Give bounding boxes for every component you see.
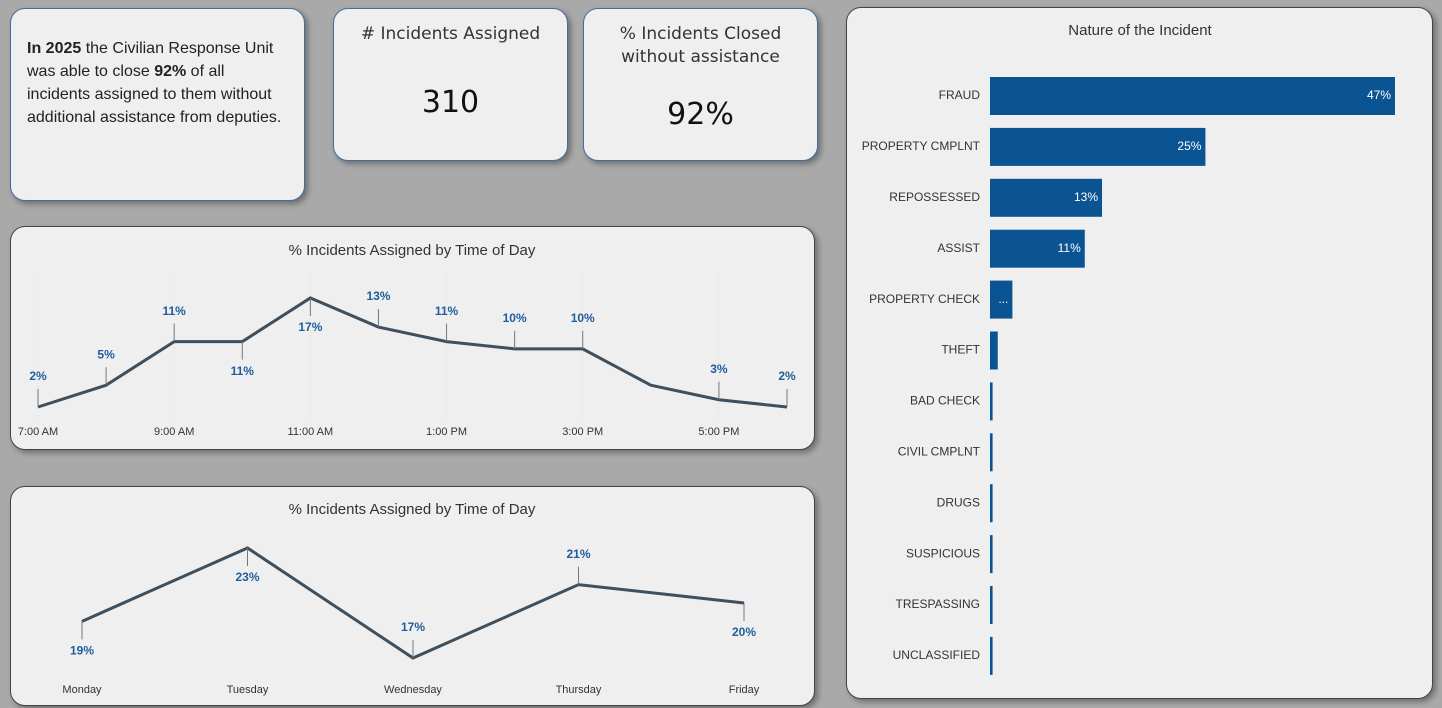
y-tick-label: FRAUD [939,88,981,102]
y-tick-label: SUSPICIOUS [906,546,980,560]
data-label: 20% [732,625,756,639]
kpi-value: 310 [421,85,480,120]
y-tick-label: DRUGS [937,495,980,509]
summary-text: of all incidents assigned to them withou… [27,63,282,126]
x-tick-label: 3:00 PM [562,426,603,438]
y-tick-label: BAD CHECK [910,394,980,408]
data-label: 2% [778,369,796,383]
bar [990,535,993,574]
y-tick-label: PROPERTY CMPLNT [862,139,981,153]
summary-text: the Civilian Response Unit was able to c… [27,40,274,80]
data-label: 47% [1367,88,1391,102]
summary-bold: 92% [154,63,187,80]
x-tick-label: Friday [729,684,760,696]
line [37,296,788,409]
data-label: 17% [401,620,425,634]
chart-title: Nature of the Incident [1068,22,1212,39]
bar [990,229,1085,268]
y-tick-label: CIVIL CMPLNT [898,444,981,458]
data-label: 10% [571,311,595,325]
bar [990,331,998,370]
x-tick-label: Thursday [556,684,602,696]
data-label: 17% [298,320,322,334]
x-tick-label: Monday [62,684,102,696]
data-label: 11% [1058,241,1081,255]
bar [990,77,1395,115]
kpi-value: 92% [667,97,734,132]
bar [990,636,993,675]
x-tick-label: 7:00 AM [18,426,58,438]
x-tick-label: 9:00 AM [154,426,194,438]
data-label: 11% [163,304,187,318]
data-label: 25% [1177,139,1201,153]
bar [990,484,993,523]
kpi-title: # Incidents Assigned [360,24,541,44]
y-tick-label: REPOSSESSED [889,190,980,204]
bar [990,178,1103,217]
x-tick-label: Wednesday [384,684,442,696]
bar [990,280,1013,319]
bar [990,127,1206,166]
data-label: 11% [435,304,459,318]
y-tick-label: THEFT [941,343,980,357]
summary-bold: In 2025 [27,40,82,57]
x-tick-label: Tuesday [227,684,269,696]
chart-card [10,226,815,450]
kpi-title: % Incidents Closed without assistance [619,24,782,67]
summary-card: In 2025 the Civilian Response Unit was a… [10,8,305,201]
x-tick-label: 1:00 PM [426,426,467,438]
data-label: 19% [70,644,94,658]
bar [990,586,993,624]
data-label: 5% [97,347,115,361]
x-tick-label: 5:00 PM [698,426,739,438]
x-tick-label: 11:00 AM [288,426,334,438]
chart-title: % Incidents Assigned by Time of Day [289,501,536,518]
data-label: 13% [1074,190,1098,204]
bar [990,382,993,421]
data-label: 2% [29,369,47,383]
data-label: 3% [710,362,728,376]
y-tick-label: TRESPASSING [896,597,980,611]
bar [990,433,993,472]
chart-card [846,7,1433,699]
y-tick-label: UNCLASSIFIED [893,648,981,662]
y-tick-label: PROPERTY CHECK [869,292,980,306]
data-label: ... [998,292,1008,306]
data-label: 13% [366,289,390,303]
data-label: 10% [503,311,527,325]
chart-title: % Incidents Assigned by Time of Day [289,242,536,259]
kpi-card: # Incidents Assigned 310 [333,8,568,161]
kpi-card: % Incidents Closed without assistance 92… [583,8,818,161]
data-label: 23% [235,570,259,584]
data-label: 21% [566,547,590,561]
y-tick-label: ASSIST [937,241,980,255]
data-label: 11% [231,364,255,378]
